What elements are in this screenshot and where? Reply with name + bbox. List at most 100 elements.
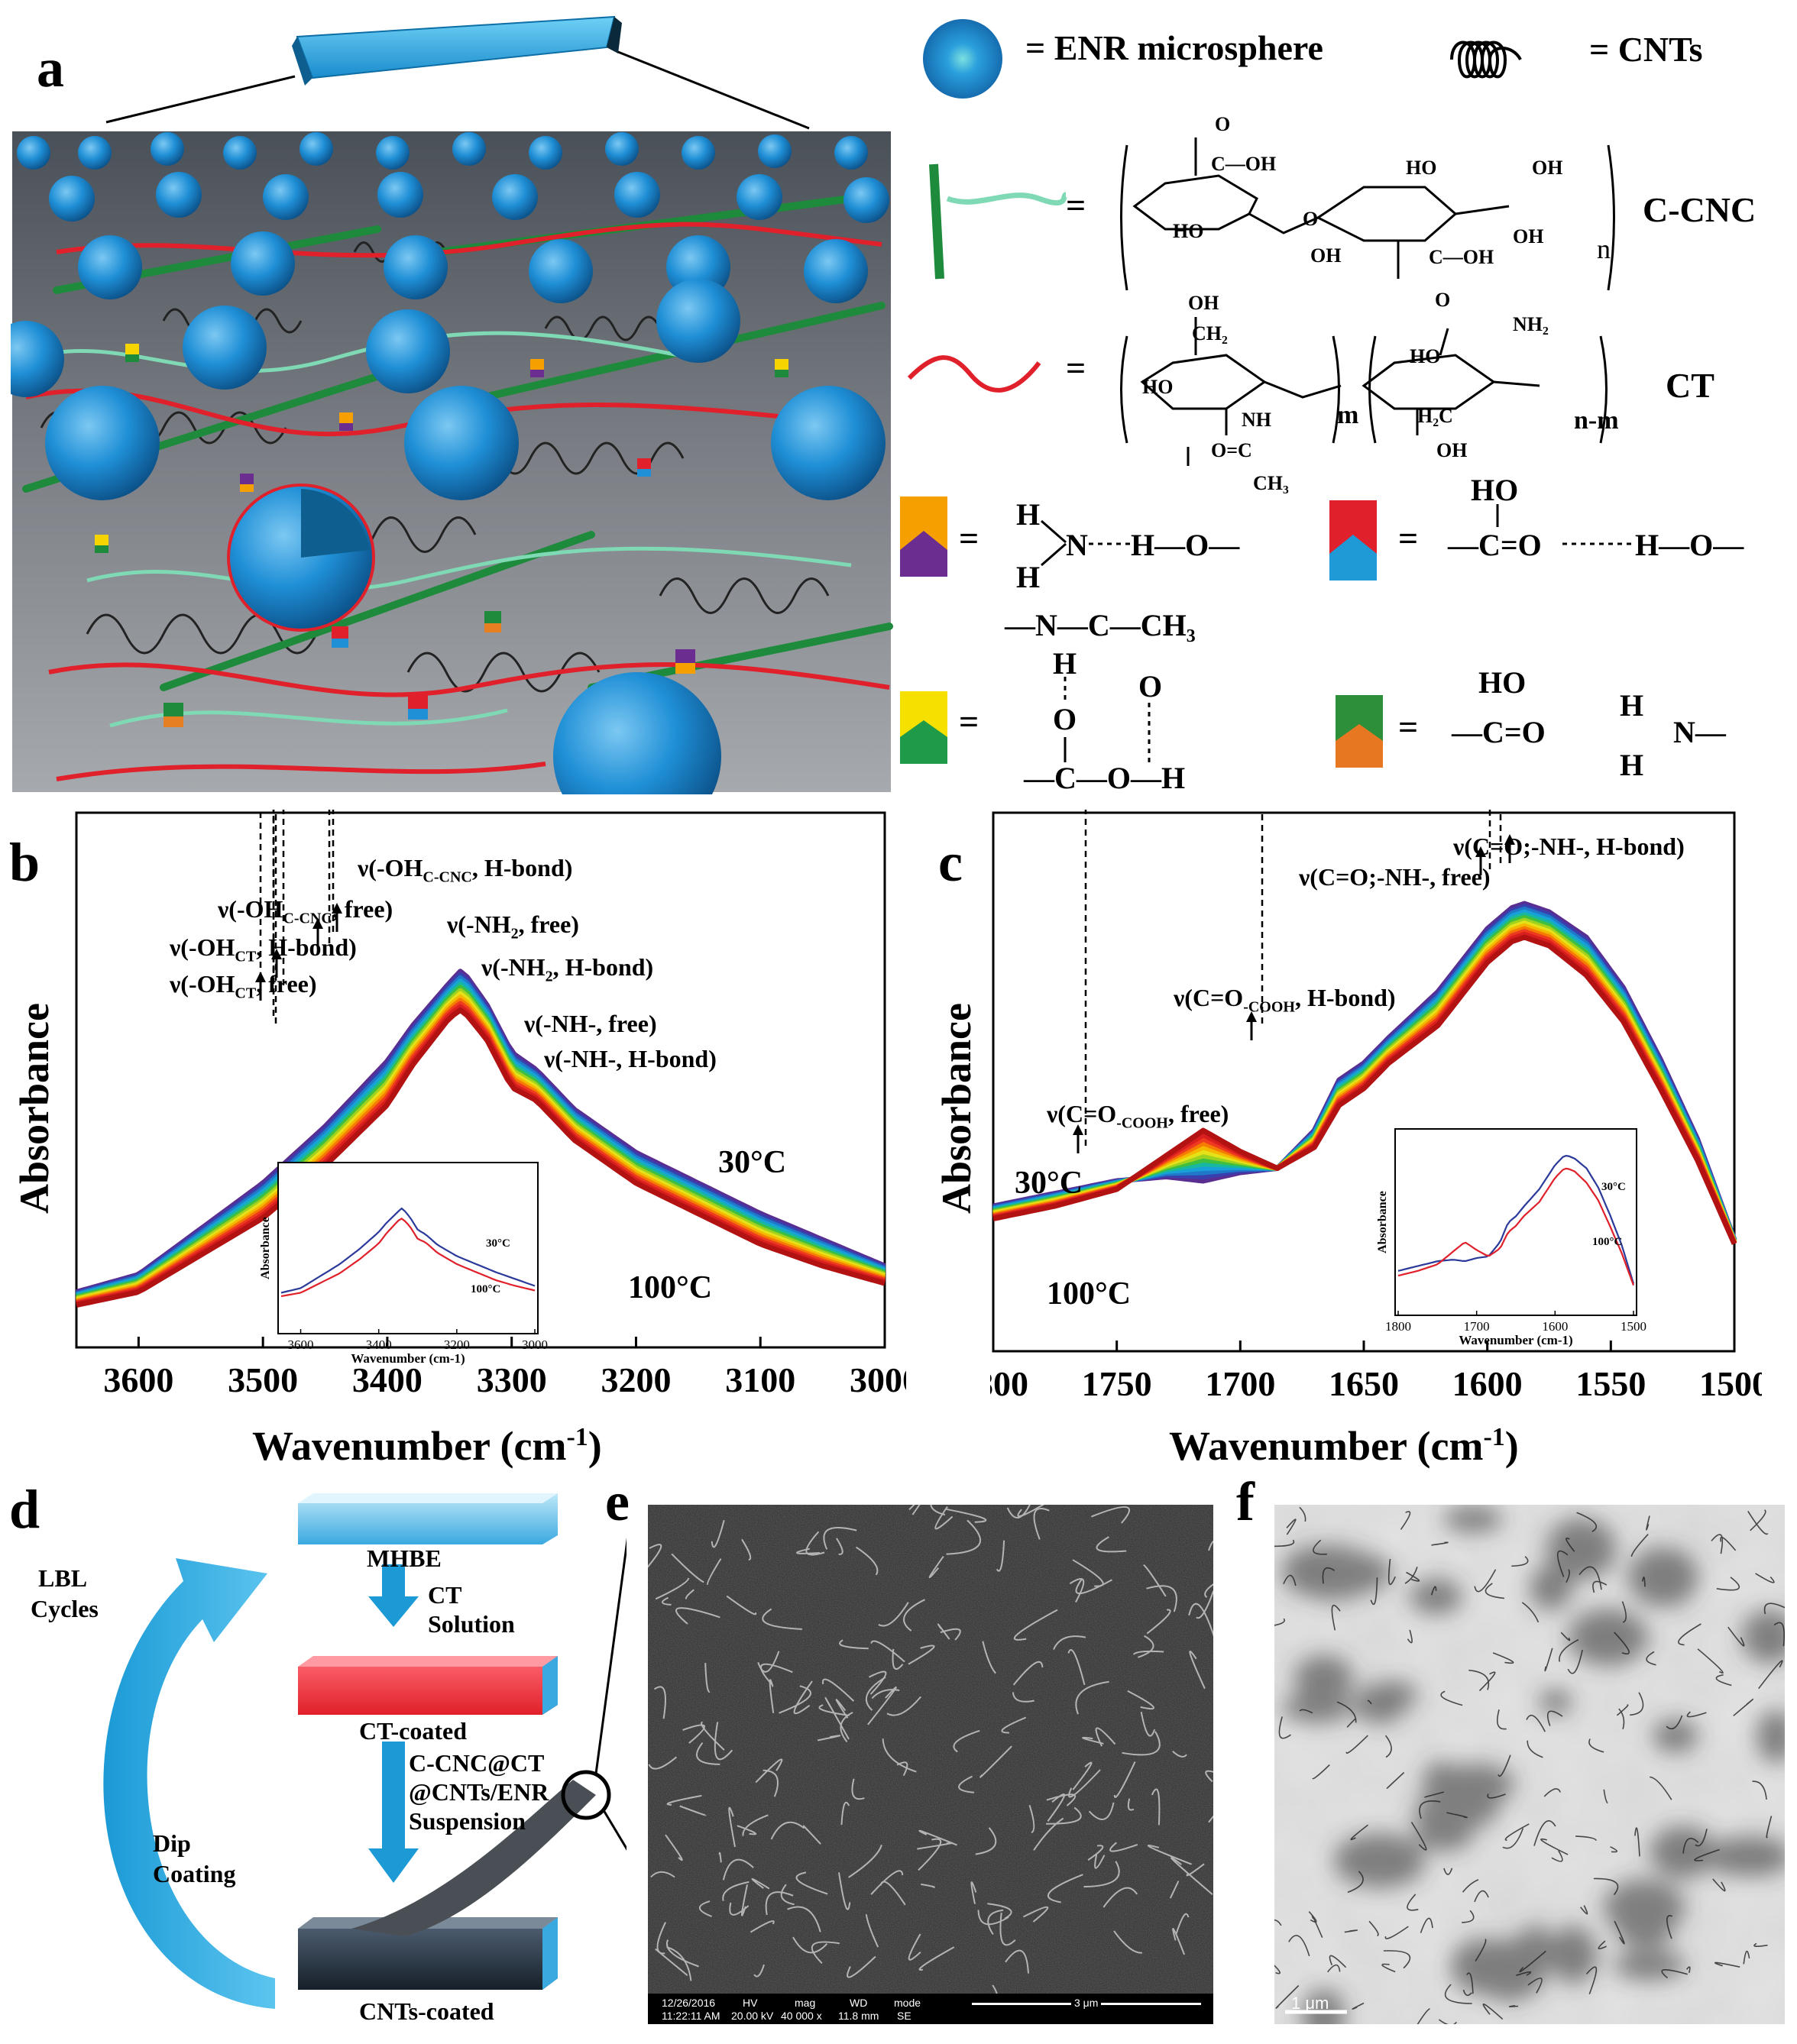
chart-b-inset-xlabel: Wavenumber (cm-1) — [351, 1351, 465, 1366]
sem-fiber-42 — [946, 1519, 981, 1555]
sem-wd-value: 11.8 mm — [838, 2010, 879, 2022]
annot-b-oh-ccnc-free-a: ν(-OH — [218, 895, 283, 923]
ccnc-rod-icon — [929, 163, 1068, 280]
ct-group-nh2: NH₂ — [1513, 313, 1549, 335]
sem-fiber-7 — [975, 1827, 997, 1855]
sem-fiber-69 — [917, 1842, 954, 1850]
panel-label-d: d — [9, 1479, 40, 1540]
tem-fiber-108 — [1560, 1632, 1571, 1641]
sem-fiber-151 — [865, 1914, 879, 1948]
tem-fiber-6 — [1727, 1626, 1745, 1647]
hb3-h: H — [1053, 646, 1077, 681]
annot-c-co-cooh-free-b: , free) — [1167, 1100, 1229, 1127]
chart-b-temp-high-unit: °C — [750, 1145, 787, 1180]
sem-fiber-129 — [918, 1838, 942, 1871]
tem-image — [1274, 1505, 1785, 2024]
sem-fiber-83 — [982, 1641, 996, 1674]
tem-fiber-11 — [1616, 1704, 1629, 1716]
sem-fiber-81 — [1072, 1559, 1104, 1587]
marker-arrow-head-24-0 — [312, 918, 323, 929]
hb3-bonds — [1064, 677, 1151, 762]
chart-c-inset-line-1 — [1397, 1167, 1635, 1286]
tem-fiber-133 — [1766, 1816, 1773, 1839]
hb1-n: N — [1066, 528, 1088, 562]
sem-fiber-165 — [796, 1548, 820, 1554]
tem-fiber-7 — [1443, 1868, 1453, 1875]
tem-fiber-30 — [1646, 1515, 1650, 1531]
tem-fiber-13 — [1598, 1940, 1607, 1950]
sem-fiber-125 — [1140, 1712, 1156, 1737]
tem-fiber-41 — [1350, 1824, 1368, 1841]
tem-aggregate-30 — [1614, 1949, 1686, 1981]
annot-b-nh2-hbond-a: ν(-NH — [481, 953, 546, 981]
annot-b-oh-ccnc-hbond: ν(-OHC-CNC, H-bond) — [358, 854, 572, 886]
sem-fiber-127 — [1072, 1761, 1093, 1790]
sem-fiber-101 — [728, 1806, 736, 1848]
chart-c-temp-low-unit: °C — [1095, 1276, 1132, 1311]
chart-b-ylabel: Absorbance — [11, 1003, 57, 1214]
sem-fiber-36 — [892, 1648, 904, 1670]
annot-b-nh2-hbond-b: , H-bond) — [552, 953, 654, 981]
chart-c-inset-line-0 — [1397, 1154, 1635, 1284]
tem-fiber-74 — [1299, 1709, 1313, 1714]
tem-scale-label: 1 μm — [1291, 1994, 1329, 2013]
hbond-key-3-icon — [900, 691, 947, 764]
sem-fiber-53 — [1017, 1505, 1045, 1518]
tem-fiber-9 — [1685, 1966, 1691, 1973]
chart-b-xtick-label-4: 3200 — [601, 1360, 671, 1399]
sem-fiber-154 — [918, 1946, 955, 1971]
tem-fiber-114 — [1580, 1905, 1588, 1915]
sem-fiber-79 — [921, 1883, 935, 1888]
annot-b-oh-ccnc-free-b: , free) — [332, 895, 393, 923]
process-dip-label-1: Dip — [153, 1829, 191, 1857]
sem-fiber-14 — [1208, 1540, 1213, 1551]
sem-fiber-95 — [987, 1903, 1012, 1919]
chart-c-temp-low: 100°C — [1047, 1276, 1131, 1312]
ct-equals: = — [1066, 348, 1086, 387]
sem-fiber-141 — [696, 1742, 720, 1765]
tem-fiber-109 — [1462, 1879, 1479, 1893]
sem-fiber-152 — [704, 1663, 711, 1693]
hb1-h-top: H — [1016, 497, 1041, 532]
sem-fiber-34 — [823, 1527, 857, 1550]
sem-fiber-57 — [1172, 1928, 1186, 1955]
chart-c-xtick-label-3: 1650 — [1329, 1364, 1399, 1403]
tem-fiber-116 — [1697, 1648, 1724, 1674]
tem-fiber-127 — [1430, 1586, 1437, 1596]
sem-fiber-94 — [685, 1589, 695, 1600]
tem-fiber-25 — [1404, 1567, 1418, 1584]
chart-c-inset-xtick-label-1: 1700 — [1464, 1319, 1490, 1334]
chart-b-xtick-label-5: 3100 — [725, 1360, 795, 1399]
mhbe-block-top — [296, 15, 616, 79]
tem-fiber-27 — [1482, 2003, 1504, 2020]
chart-b-xlabel-close: ) — [588, 1423, 602, 1469]
sem-fiber-88 — [918, 1829, 957, 1846]
chart-b-temp-low-val: 100 — [628, 1270, 676, 1305]
sem-fiber-19 — [865, 1676, 886, 1711]
tem-fiber-134 — [1603, 1789, 1608, 1804]
sem-fiber-135 — [903, 1599, 925, 1632]
chart-b-xlabel-sup: -1 — [566, 1423, 588, 1451]
tem-fiber-65 — [1540, 1838, 1569, 1855]
tem-fiber-45 — [1274, 1539, 1295, 1548]
sem-fiber-8 — [1001, 1716, 1027, 1734]
sem-fiber-148 — [780, 1884, 795, 1906]
marker-arrow-head-24-3 — [255, 972, 266, 982]
ct-group-oh2: OH — [1436, 439, 1468, 461]
tem-fiber-33 — [1750, 1509, 1766, 1531]
chart-c-temp-high-val: 30 — [1015, 1166, 1047, 1201]
sem-fiber-25 — [1109, 1842, 1138, 1852]
hb3-n-c-ch3: —N—C—CH₃ — [1005, 608, 1196, 642]
tem-fiber-26 — [1747, 1510, 1769, 1535]
tem-aggregate-14 — [1410, 1578, 1463, 1615]
sem-fiber-97 — [1047, 1874, 1083, 1903]
sem-fiber-76 — [840, 1801, 850, 1826]
hb2-ho: HO — [1471, 473, 1519, 507]
chart-c-xtick-label-6: 1500 — [1699, 1364, 1762, 1403]
sem-fiber-124 — [1170, 1857, 1213, 1895]
tem-fiber-81 — [1407, 1629, 1413, 1644]
marker-arrow-head-24-1 — [1504, 834, 1515, 845]
tem-fiber-24 — [1288, 1935, 1310, 1957]
sem-fiber-112 — [1094, 1854, 1106, 1869]
sem-hv-label: HV — [743, 1997, 758, 2009]
